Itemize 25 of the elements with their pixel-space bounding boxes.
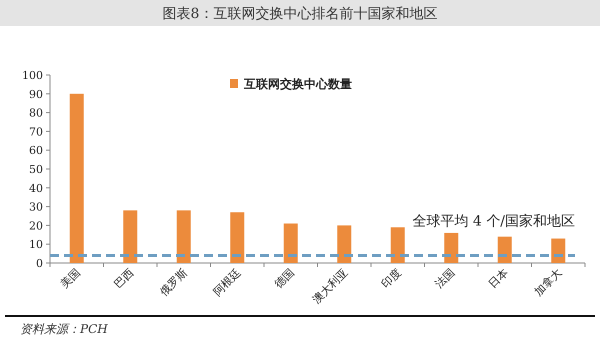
y-tick-label: 100 [22, 69, 43, 82]
y-tick-label: 40 [29, 182, 43, 195]
x-tick-label: 法国 [432, 266, 458, 291]
x-tick-label: 印度 [379, 266, 404, 291]
x-tick-label: 日本 [486, 266, 511, 291]
y-tick-label: 20 [29, 219, 43, 232]
y-tick-label: 10 [29, 238, 43, 252]
x-tick-label: 德国 [272, 266, 297, 291]
x-tick-label: 美国 [58, 266, 83, 291]
chart-title: 图表8：互联网交换中心排名前十国家和地区 [162, 6, 438, 22]
x-tick-label: 俄罗斯 [157, 266, 190, 298]
y-tick-label: 90 [29, 88, 43, 101]
x-tick-label: 阿根廷 [210, 266, 244, 298]
x-tick-label: 澳大利亚 [310, 266, 350, 306]
legend-label: 互联网交换中心数量 [243, 77, 352, 91]
x-tick-label: 加拿大 [532, 266, 564, 298]
ref-line-label: 全球平均 4 个/国家和地区 [412, 213, 575, 230]
y-tick-label: 60 [29, 144, 43, 158]
text: 资料来源：PCH [20, 322, 108, 336]
y-tick-label: 0 [36, 257, 43, 270]
y-tick-label: 80 [29, 106, 43, 120]
x-tick-label: 巴西 [112, 266, 136, 291]
y-tick-label: 50 [29, 163, 43, 176]
y-tick-label: 70 [29, 125, 43, 138]
y-tick-label: 30 [29, 200, 43, 214]
